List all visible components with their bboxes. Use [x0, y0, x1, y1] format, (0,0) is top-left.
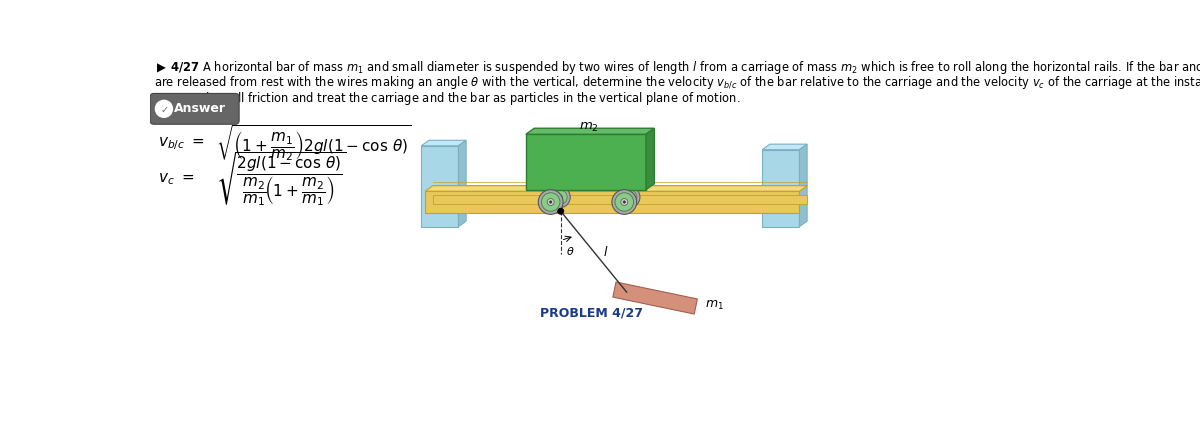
Polygon shape — [762, 150, 799, 227]
Text: PROBLEM 4/27: PROBLEM 4/27 — [540, 307, 643, 320]
Circle shape — [550, 187, 570, 208]
Polygon shape — [526, 128, 654, 134]
Circle shape — [547, 198, 554, 206]
Text: $l$: $l$ — [602, 245, 608, 259]
Polygon shape — [613, 282, 697, 314]
Circle shape — [156, 101, 173, 117]
Text: $\blacktriangleright$ $\mathbf{4/27}$ A horizontal bar of mass $m_1$ and small d: $\blacktriangleright$ $\mathbf{4/27}$ A … — [154, 59, 1200, 76]
Circle shape — [557, 194, 563, 200]
Circle shape — [550, 201, 552, 203]
Text: $\theta$: $\theta$ — [566, 245, 575, 257]
Circle shape — [612, 190, 637, 214]
Text: $\sqrt{\left(1+\dfrac{m_1}{m_2}\right)2gl(1-\cos\,\theta)}$: $\sqrt{\left(1+\dfrac{m_1}{m_2}\right)2g… — [216, 124, 412, 163]
Polygon shape — [421, 140, 466, 146]
Circle shape — [620, 198, 628, 206]
FancyBboxPatch shape — [150, 93, 239, 124]
Circle shape — [623, 201, 625, 203]
Polygon shape — [646, 128, 654, 190]
Text: $m_2$: $m_2$ — [578, 121, 599, 134]
Text: $v_{b/c}\ =\ $: $v_{b/c}\ =\ $ — [157, 135, 204, 152]
Polygon shape — [762, 144, 808, 150]
Circle shape — [619, 187, 640, 208]
Circle shape — [626, 194, 632, 200]
Polygon shape — [421, 146, 458, 227]
Text: $v_c\ =\ $: $v_c\ =\ $ — [157, 171, 194, 187]
Text: $\sqrt{\dfrac{2gl(1-\cos\,\theta)}{\dfrac{m_2}{m_1}\!\left(1+\dfrac{m_2}{m_1}\ri: $\sqrt{\dfrac{2gl(1-\cos\,\theta)}{\dfra… — [216, 150, 346, 208]
Text: $m_1$: $m_1$ — [706, 299, 724, 312]
Polygon shape — [799, 144, 808, 227]
Circle shape — [558, 208, 564, 214]
Circle shape — [552, 190, 568, 205]
Text: Answer: Answer — [174, 102, 227, 115]
Circle shape — [616, 193, 634, 211]
Polygon shape — [526, 134, 646, 190]
Text: are released from rest with the wires making an angle $\theta$ with the vertical: are released from rest with the wires ma… — [154, 74, 1200, 91]
Circle shape — [622, 190, 637, 205]
Text: $\checkmark$: $\checkmark$ — [160, 104, 168, 114]
Polygon shape — [425, 191, 799, 213]
Text: $= 0$. Neglect all friction and treat the carriage and the bar as particles in t: $= 0$. Neglect all friction and treat th… — [154, 89, 740, 107]
Circle shape — [539, 190, 563, 214]
Polygon shape — [425, 186, 808, 191]
Polygon shape — [458, 140, 466, 227]
Circle shape — [541, 193, 560, 211]
Polygon shape — [433, 195, 808, 204]
